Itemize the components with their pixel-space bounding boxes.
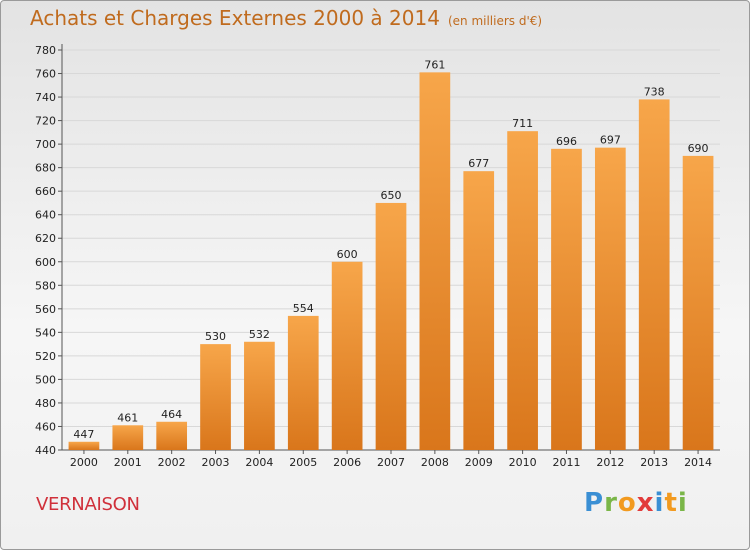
logo-letter: o: [617, 488, 637, 518]
y-tick-label: 680: [35, 162, 56, 175]
bar-value-label: 532: [249, 328, 270, 341]
logo-letter: P: [584, 488, 605, 518]
y-tick-label: 780: [35, 44, 56, 57]
y-tick-label: 640: [35, 209, 56, 222]
logo-letter: x: [636, 488, 655, 518]
x-tick-label: 2002: [158, 456, 186, 469]
bar-value-label: 650: [381, 189, 402, 202]
chart-title: Achats et Charges Externes 2000 à 2014 (e…: [30, 6, 542, 30]
x-tick-label: 2010: [509, 456, 537, 469]
bar-value-label: 711: [512, 117, 533, 130]
bar-value-label: 554: [293, 302, 314, 315]
location-label: VERNAISON: [36, 494, 140, 515]
y-tick-label: 620: [35, 232, 56, 245]
y-tick-label: 520: [35, 350, 56, 363]
x-tick-label: 2009: [465, 456, 493, 469]
logo-letter: r: [604, 488, 618, 518]
x-tick-label: 2014: [684, 456, 712, 469]
x-tick-label: 2008: [421, 456, 449, 469]
bar: [463, 171, 495, 451]
bar-value-label: 696: [556, 135, 577, 148]
x-tick-label: 2001: [114, 456, 142, 469]
bar: [419, 72, 451, 451]
bar-value-label: 464: [161, 408, 182, 421]
bar: [594, 147, 626, 450]
x-tick-label: 2005: [289, 456, 317, 469]
proxiti-logo: Proxiti: [584, 488, 688, 518]
bar: [331, 261, 363, 450]
x-tick-label: 2004: [245, 456, 273, 469]
bar-value-label: 697: [600, 134, 621, 147]
bar: [68, 441, 100, 450]
bar: [682, 155, 714, 450]
y-tick-label: 600: [35, 256, 56, 269]
y-tick-label: 760: [35, 68, 56, 81]
bars: 447 461 464 530 532 554 600 650 761 677 711 696 697 7…: [68, 58, 714, 451]
x-tick-label: 2006: [333, 456, 361, 469]
x-tick-label: 2007: [377, 456, 405, 469]
bar-value-label: 761: [424, 58, 445, 71]
y-axis-ticks: 440 460 480 500 520 540 560 580 600 620 640 660 680 7…: [35, 44, 62, 457]
y-tick-label: 560: [35, 303, 56, 316]
x-tick-label: 2013: [640, 456, 668, 469]
bar: [244, 341, 275, 450]
y-tick-label: 480: [35, 397, 56, 410]
bar-value-label: 447: [73, 428, 94, 441]
bar: [112, 425, 144, 450]
logo-letter: i: [677, 488, 688, 518]
bar: [156, 421, 188, 450]
bar-value-label: 461: [117, 411, 138, 424]
logo-letter: i: [654, 488, 665, 518]
x-tick-label: 2003: [202, 456, 230, 469]
y-tick-label: 580: [35, 279, 56, 292]
y-tick-label: 660: [35, 185, 56, 198]
x-tick-label: 2000: [70, 456, 98, 469]
bar: [375, 202, 407, 450]
bar: [200, 344, 231, 450]
y-tick-label: 540: [35, 326, 56, 339]
y-tick-label: 440: [35, 444, 56, 457]
bar: [287, 315, 319, 450]
x-tick-label: 2011: [552, 456, 580, 469]
bar-value-label: 738: [644, 85, 665, 98]
x-axis-ticks: 2000 2001 2002 2003 2004 2005 2006 2007 2008 2009…: [70, 450, 712, 469]
y-tick-label: 720: [35, 115, 56, 128]
bar-value-label: 690: [688, 142, 709, 155]
bar-value-label: 530: [205, 330, 226, 343]
logo-letter: t: [664, 488, 678, 518]
y-tick-label: 700: [35, 138, 56, 151]
chart-subtitle: (en milliers d'€): [447, 14, 543, 28]
y-tick-label: 740: [35, 91, 56, 104]
bar: [507, 131, 538, 451]
bar: [551, 148, 582, 450]
x-tick-label: 2012: [596, 456, 624, 469]
bar-value-label: 677: [468, 157, 489, 170]
title-text: Achats et Charges Externes 2000 à 2014: [30, 6, 440, 30]
y-tick-label: 460: [35, 420, 56, 433]
bar-value-label: 600: [337, 248, 358, 261]
bar: [638, 99, 670, 450]
y-tick-label: 500: [35, 373, 56, 386]
